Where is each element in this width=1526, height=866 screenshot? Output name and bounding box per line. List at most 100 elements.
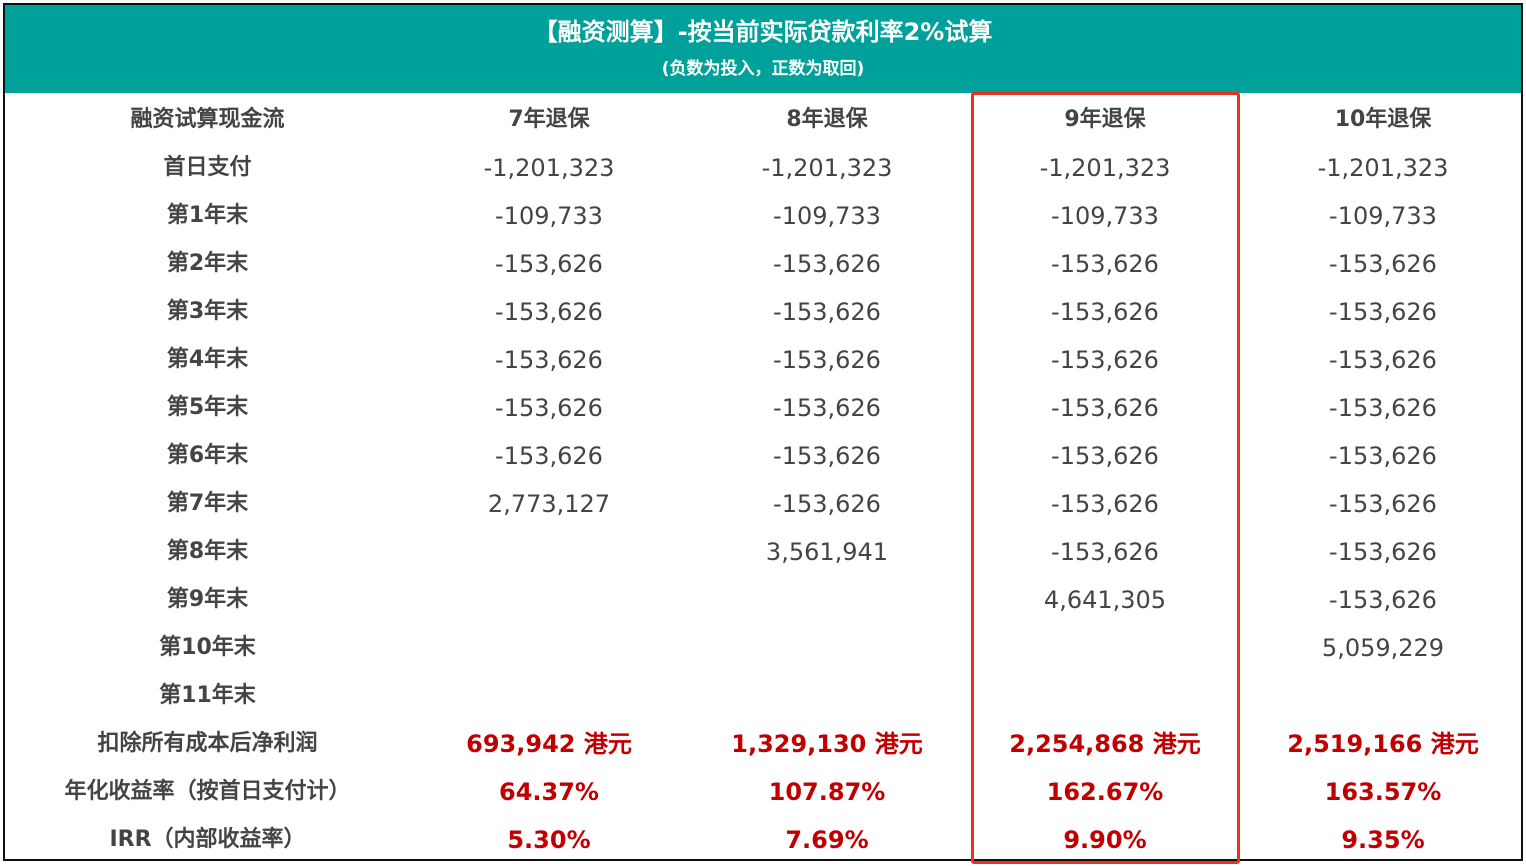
value-cell: 9.90% <box>1063 826 1147 854</box>
value-cell: -153,626 <box>773 442 881 470</box>
table-subtitle: (负数为投入，正数为取回) <box>661 59 865 79</box>
value-cell <box>688 576 966 624</box>
table-row: 第6年末 -153,626 -153,626 -153,626 -153,626 <box>5 432 1521 480</box>
value-cell: -109,733 <box>495 202 603 230</box>
row-label: 第3年末 <box>166 299 249 324</box>
value-cell: 7.69% <box>785 826 869 854</box>
table-row: 第4年末 -153,626 -153,626 -153,626 -153,626 <box>5 336 1521 384</box>
table-header-banner: 【融资测算】-按当前实际贷款利率2%试算 (负数为投入，正数为取回) <box>5 5 1521 93</box>
summary-row: 年化收益率（按首日支付计） 64.37% 107.87% 162.67% 163.57% <box>5 768 1521 816</box>
value-cell: -153,626 <box>773 250 881 278</box>
value-cell: -153,626 <box>1329 490 1437 518</box>
value-cell: 107.87% <box>768 778 886 806</box>
column-header: 10年退保 <box>1334 107 1432 132</box>
value-cell: -153,626 <box>1329 586 1437 614</box>
value-cell: -1,201,323 <box>483 154 615 182</box>
value-cell: -153,626 <box>1329 298 1437 326</box>
value-cell <box>1244 672 1522 720</box>
table-row: 第1年末 -109,733 -109,733 -109,733 -109,733 <box>5 192 1521 240</box>
value-cell: -153,626 <box>1329 346 1437 374</box>
row-label: 第6年末 <box>166 443 249 468</box>
value-cell <box>688 624 966 672</box>
value-cell: 162.67% <box>1046 778 1164 806</box>
value-cell: -153,626 <box>1051 346 1159 374</box>
value-cell: -153,626 <box>1329 442 1437 470</box>
summary-row: 扣除所有成本后净利润 693,942 港元 1,329,130 港元 2,254,86… <box>5 720 1521 768</box>
row-label: 年化收益率（按首日支付计） <box>64 779 351 804</box>
value-cell <box>688 672 966 720</box>
value-cell: -153,626 <box>495 298 603 326</box>
row-label: 第5年末 <box>166 395 249 420</box>
value-cell: 3,561,941 <box>765 538 889 566</box>
value-cell: 9.35% <box>1341 826 1425 854</box>
row-label: 第1年末 <box>166 203 249 228</box>
value-cell: -153,626 <box>495 250 603 278</box>
value-cell: 5,059,229 <box>1321 634 1445 662</box>
value-cell: -153,626 <box>1051 490 1159 518</box>
row-label: 扣除所有成本后净利润 <box>97 731 318 756</box>
table-title: 【融资测算】-按当前实际贷款利率2%试算 <box>533 18 993 46</box>
value-cell: 1,329,130 港元 <box>731 730 923 758</box>
row-label: 首日支付 <box>163 155 252 180</box>
value-cell: -109,733 <box>1051 202 1159 230</box>
value-cell <box>410 528 688 576</box>
value-cell: 2,773,127 <box>487 490 611 518</box>
value-cell: -153,626 <box>495 394 603 422</box>
row-label: IRR（内部收益率） <box>109 827 306 852</box>
value-cell <box>966 624 1244 672</box>
value-cell <box>410 672 688 720</box>
column-header: 融资试算现金流 <box>130 107 285 132</box>
value-cell: -153,626 <box>1051 538 1159 566</box>
value-cell: 64.37% <box>499 778 599 806</box>
table-row: 第9年末 4,641,305 -153,626 <box>5 576 1521 624</box>
value-cell: -153,626 <box>1051 298 1159 326</box>
value-cell <box>410 624 688 672</box>
value-cell: -153,626 <box>773 490 881 518</box>
value-cell: -153,626 <box>1329 394 1437 422</box>
value-cell <box>966 672 1244 720</box>
table-row: 第10年末 5,059,229 <box>5 624 1521 672</box>
column-header: 8年退保 <box>786 107 868 132</box>
value-cell: 5.30% <box>507 826 591 854</box>
value-cell: -1,201,323 <box>1039 154 1171 182</box>
table-row: 第3年末 -153,626 -153,626 -153,626 -153,626 <box>5 288 1521 336</box>
column-header: 9年退保 <box>1064 107 1146 132</box>
table-row: 首日支付 -1,201,323 -1,201,323 -1,201,323 -1,201… <box>5 144 1521 192</box>
table-row: 第7年末 2,773,127 -153,626 -153,626 -153,626 <box>5 480 1521 528</box>
row-label: 第7年末 <box>166 491 249 516</box>
row-label: 第10年末 <box>159 635 256 660</box>
row-label: 第11年末 <box>159 683 256 708</box>
value-cell <box>410 576 688 624</box>
column-header: 7年退保 <box>508 107 590 132</box>
value-cell: -153,626 <box>773 298 881 326</box>
value-cell: -153,626 <box>495 346 603 374</box>
value-cell: 4,641,305 <box>1043 586 1167 614</box>
value-cell: -109,733 <box>1329 202 1437 230</box>
value-cell: -153,626 <box>1051 442 1159 470</box>
value-cell: -153,626 <box>1051 250 1159 278</box>
value-cell: -153,626 <box>1051 394 1159 422</box>
row-label: 第4年末 <box>166 347 249 372</box>
value-cell: 163.57% <box>1324 778 1442 806</box>
row-label: 第8年末 <box>166 539 249 564</box>
value-cell: 2,519,166 港元 <box>1287 730 1479 758</box>
value-cell: -153,626 <box>773 394 881 422</box>
value-cell: -1,201,323 <box>761 154 893 182</box>
cashflow-table: 融资试算现金流 7年退保 8年退保 9年退保 10年退保 首日支付 -1,201,… <box>5 96 1521 864</box>
value-cell: -153,626 <box>1329 538 1437 566</box>
table-row: 第11年末 <box>5 672 1521 720</box>
column-header-row: 融资试算现金流 7年退保 8年退保 9年退保 10年退保 <box>5 96 1521 144</box>
value-cell: 2,254,868 港元 <box>1009 730 1201 758</box>
row-label: 第9年末 <box>166 587 249 612</box>
row-label: 第2年末 <box>166 251 249 276</box>
table-frame: 【融资测算】-按当前实际贷款利率2%试算 (负数为投入，正数为取回) 融资试算现… <box>3 3 1523 861</box>
value-cell: -153,626 <box>1329 250 1437 278</box>
table-row: 第2年末 -153,626 -153,626 -153,626 -153,626 <box>5 240 1521 288</box>
table-row: 第8年末 3,561,941 -153,626 -153,626 <box>5 528 1521 576</box>
value-cell: -153,626 <box>495 442 603 470</box>
value-cell: -153,626 <box>773 346 881 374</box>
value-cell: -1,201,323 <box>1317 154 1449 182</box>
summary-row: IRR（内部收益率） 5.30% 7.69% 9.90% 9.35% <box>5 816 1521 864</box>
value-cell: 693,942 港元 <box>466 730 632 758</box>
table-row: 第5年末 -153,626 -153,626 -153,626 -153,626 <box>5 384 1521 432</box>
